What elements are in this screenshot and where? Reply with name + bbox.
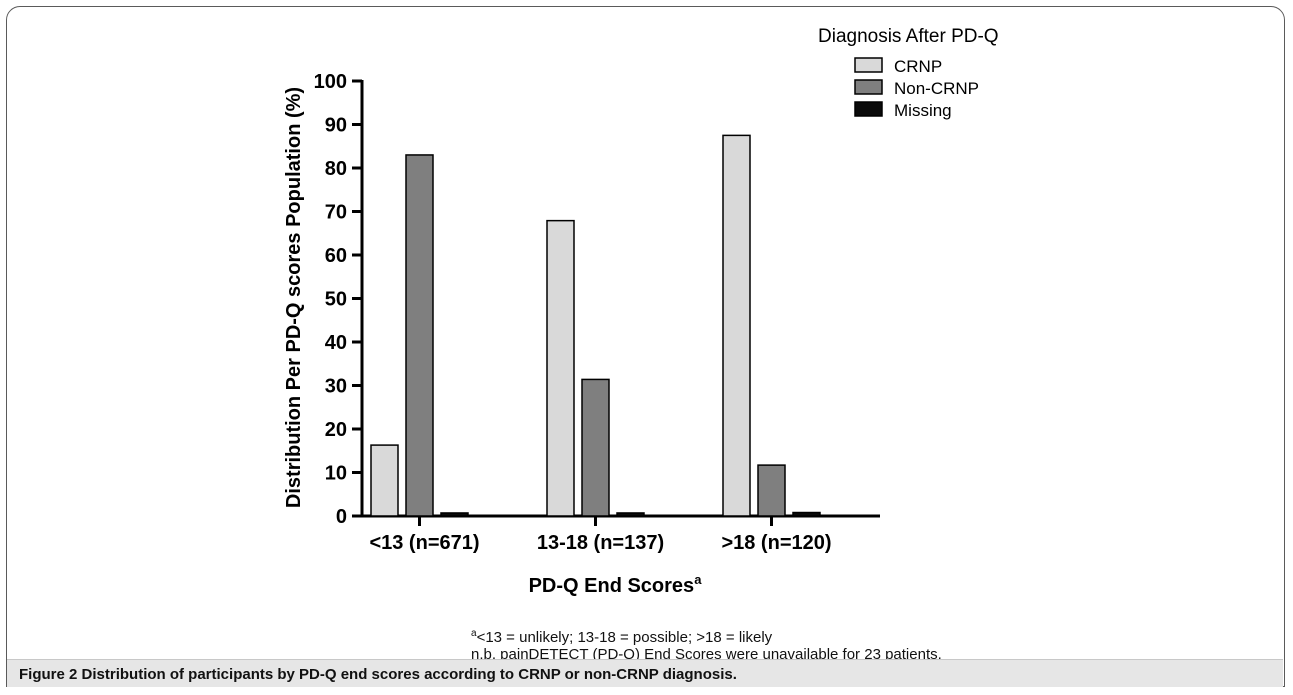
y-tick-label: 20 xyxy=(325,419,347,441)
y-axis-label: Distribution Per PD-Q scores Population … xyxy=(283,87,305,508)
bar-missing xyxy=(616,512,645,517)
bar-non-crnp xyxy=(757,464,786,517)
y-tick-label: 100 xyxy=(314,71,347,93)
y-tick-label: 40 xyxy=(325,332,347,354)
bar-non-crnp xyxy=(405,154,434,517)
figure-label: Figure 2 xyxy=(19,666,78,683)
bar-missing xyxy=(440,512,469,517)
legend-swatch-non-crnp xyxy=(854,79,883,95)
figure-caption-band: Figure 2 Distribution of participants by… xyxy=(7,659,1283,687)
x-tick-label: >18 (n=120) xyxy=(721,532,831,554)
x-axis-label-superscript: a xyxy=(694,572,702,587)
legend-label-missing: Missing xyxy=(894,101,952,120)
bar-non-crnp xyxy=(581,378,610,517)
y-tick-label: 80 xyxy=(325,158,347,180)
legend-label-crnp: CRNP xyxy=(894,57,942,76)
footnote-line-2: n.b. painDETECT (PD-Q) End Scores were u… xyxy=(471,646,942,663)
y-tick-label: 10 xyxy=(325,463,347,485)
figure-caption-text: Distribution of participants by PD-Q end… xyxy=(77,666,737,683)
figure-caption: Figure 2 Distribution of participants by… xyxy=(19,666,737,683)
y-tick-label: 30 xyxy=(325,376,347,398)
x-tick-label: 13-18 (n=137) xyxy=(537,532,664,554)
bar-crnp xyxy=(546,219,575,517)
legend-swatch-missing xyxy=(854,101,883,117)
y-tick-label: 90 xyxy=(325,115,347,137)
y-tick-label: 0 xyxy=(336,506,347,528)
footnote-text-1: <13 = unlikely; 13-18 = possible; >18 = … xyxy=(476,629,773,646)
x-tick-label: <13 (n=671) xyxy=(369,532,479,554)
legend-label-non-crnp: Non-CRNP xyxy=(894,79,979,98)
y-tick-label: 70 xyxy=(325,202,347,224)
bar-crnp xyxy=(370,444,399,517)
legend-swatch-crnp xyxy=(854,57,883,73)
bar-missing xyxy=(792,511,821,517)
x-axis-label: PD-Q End Scoresa xyxy=(529,572,703,597)
y-tick-label: 60 xyxy=(325,245,347,267)
bar-crnp xyxy=(722,134,751,517)
bar-chart: 0 10 20 30 40 50 60 70 80 90 100 <13 (n=671) 13-18 (… xyxy=(283,26,999,597)
footnote-line-1: a<13 = unlikely; 13-18 = possible; >18 =… xyxy=(471,628,772,646)
footnote-marker: a xyxy=(471,628,477,639)
legend-title: Diagnosis After PD-Q xyxy=(818,26,999,47)
x-axis-label-text: PD-Q End Scores xyxy=(529,575,695,597)
y-tick-label: 50 xyxy=(325,289,347,311)
